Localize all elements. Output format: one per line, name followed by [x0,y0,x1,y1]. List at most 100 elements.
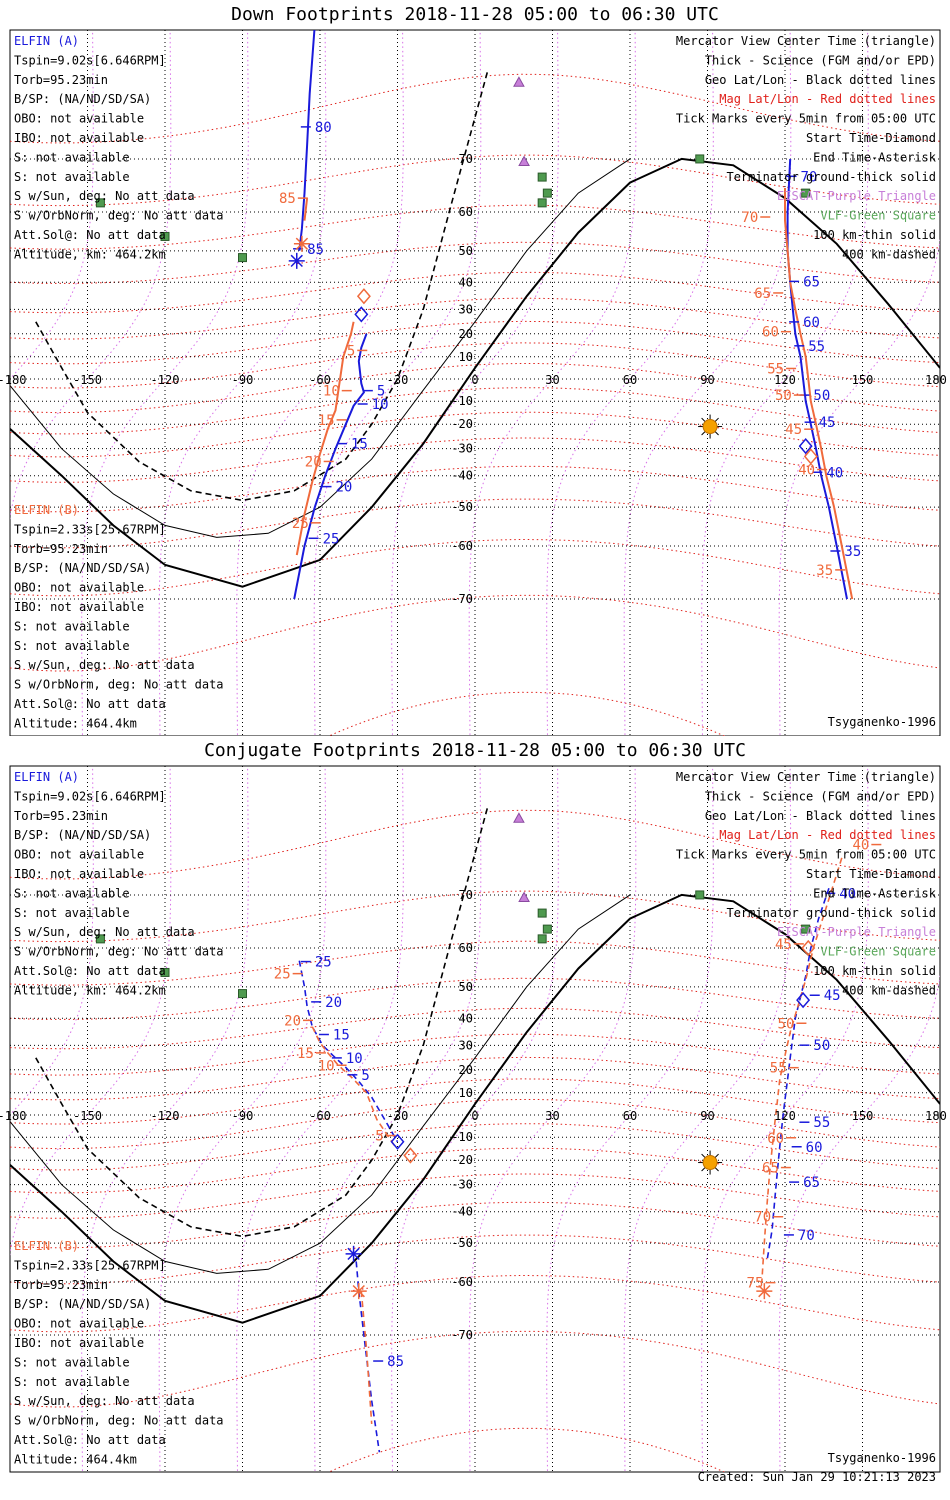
x-tick-label: -90 [232,373,254,387]
elfin-a-tick-label: 50 [813,1038,830,1054]
elfin-a-info-line: S: not available [14,906,130,920]
down-footprints-map: 8085510152025706560555045403585510152025… [0,29,947,736]
elfin-b-track [311,1026,396,1147]
y-tick-label: -40 [451,469,473,483]
vlf-square-icon [238,253,247,263]
plot-area: 8085510152025706560555045403585510152025… [0,29,947,736]
map-layer: 8085510152025706560555045403585510152025… [10,30,940,736]
x-tick-label: 30 [545,373,559,387]
elfin-b-info-line: B/SP: (NA/ND/SD/SA) [14,561,151,575]
y-tick-label: -10 [451,394,473,408]
mag-lat-line [10,1330,940,1408]
y-tick-label: 10 [459,350,473,364]
legend-line: VLF-Green Square [820,945,936,959]
x-tick-label: -60 [309,373,331,387]
created-label: Created: Sun Jan 29 10:21:13 2023 [698,1470,936,1484]
elfin-b-info-line: Altitude: 464.4km [14,716,137,730]
elfin-b-tick-label: 70 [754,1210,771,1226]
elfin-b-info-line: IBO: not available [14,1336,144,1350]
legend-line: Mercator View Center Time (triangle) [676,34,936,48]
mag-lat-line [10,241,940,284]
start-diamond-icon [803,448,818,465]
elfin-b-info-line: Torb=95.23min [14,1278,108,1292]
legend-line: Tick Marks every 5min from 05:00 UTC [676,112,936,126]
elfin-a-info-line: IBO: not available [14,867,144,881]
elfin-b-tick-label: 55 [770,1061,787,1077]
start-diamond-icon [403,1147,418,1164]
x-tick-label: -180 [0,373,26,387]
x-tick-label: 180 [925,1109,947,1123]
y-tick-label: 70 [459,888,473,902]
elfin-a-info-line: Tspin=9.02s[6.646RPM] [14,53,166,67]
sun-ray [714,1167,719,1172]
elfin-b-tick-label: 25 [274,967,291,983]
x-tick-label: -120 [151,373,180,387]
y-tick-label: -60 [451,1275,473,1289]
vlf-square-icon [537,908,547,918]
elfin-a-tick-label: 45 [819,415,836,431]
terminator-100km [10,894,631,1274]
elfin-b-info-line: Att.Sol@: No att data [14,1433,166,1447]
sun-icon [702,1155,718,1171]
mag-lat-line [10,363,940,414]
legend-line: End Time-Asterisk [813,886,937,900]
start-diamond-icon [796,991,811,1009]
elfin-a-track [293,333,368,600]
legend-line: 400 km-dashed [842,983,936,997]
x-tick-label: 150 [852,1109,874,1123]
eiscat-triangle-icon [513,76,525,87]
elfin-a-tick-label: 20 [336,480,353,496]
mag-lat-line [10,1234,940,1285]
vlf-square-icon [801,188,811,198]
legend-line: Geo Lat/Lon - Black dotted lines [705,809,936,823]
elfin-a-track [298,30,316,251]
eiscat-triangle-icon [513,812,525,823]
elfin-b-tick-label: 35 [816,563,833,579]
legend-line: 400 km-dashed [842,247,936,261]
elfin-a-tick-label: 5 [361,1068,369,1084]
elfin-b-tick-label: 20 [284,1013,301,1029]
elfin-a-tick-label: 35 [844,544,861,560]
end-asterisk-icon [290,254,303,268]
legend-line: 100 km-thin solid [813,228,936,242]
elfin-b-tick-label: 15 [297,1046,314,1062]
mag-lat-line [10,342,940,389]
elfin-b-tick-label: 20 [305,454,322,470]
legend-line: Tick Marks every 5min from 05:00 UTC [676,848,936,862]
end-asterisk-icon [295,237,309,250]
y-tick-label: -30 [451,1178,473,1192]
vlf-square-icon [160,967,170,977]
x-tick-label: 120 [774,373,796,387]
terminator-100km [10,158,631,538]
elfin-b-tick-label: 50 [775,388,792,404]
elfin-a-tick-label: 25 [323,531,340,547]
elfin-b-track [295,321,355,556]
elfin-b-tick-label: 70 [741,210,758,226]
elfin-a-info-line: S w/Sun, deg: No att data [14,925,195,939]
elfin-b-tick-label: 55 [767,361,784,377]
y-tick-label: 40 [459,275,473,289]
elfin-b-tick-label: 15 [318,413,335,429]
elfin-a-info-line: Torb=95.23min [14,73,108,87]
y-tick-label: 30 [459,302,473,316]
legend-line: VLF-Green Square [820,209,936,223]
elfin-a-info-line: Torb=95.23min [14,809,108,823]
start-diamond-icon [390,1133,405,1150]
mag-lat-line [10,594,940,672]
y-tick-label: -40 [451,1205,473,1219]
elfin-a-track [355,1261,381,1453]
legend-line: Mag Lat/Lon - Red dotted lines [719,92,936,106]
y-tick-label: 60 [459,205,473,219]
elfin-a-tick-label: 10 [372,397,389,413]
mag-lat-line [10,1007,940,1050]
mag-lat-line [10,271,940,314]
legend-line: Thick - Science (FGM and/or EPD) [705,789,936,803]
legend-line: Mercator View Center Time (triangle) [676,770,936,784]
elfin-a-info-line: S w/OrbNorm, deg: No att data [14,945,224,959]
elfin-b-info-line: S: not available [14,1375,130,1389]
elfin-a-tick-label: 60 [803,315,820,331]
vlf-square-icon [542,924,552,934]
vlf-square-icon [542,188,552,198]
map-layer: 2520151058540455055606570252015105404550… [10,766,940,1472]
x-tick-label: 0 [471,1109,478,1123]
